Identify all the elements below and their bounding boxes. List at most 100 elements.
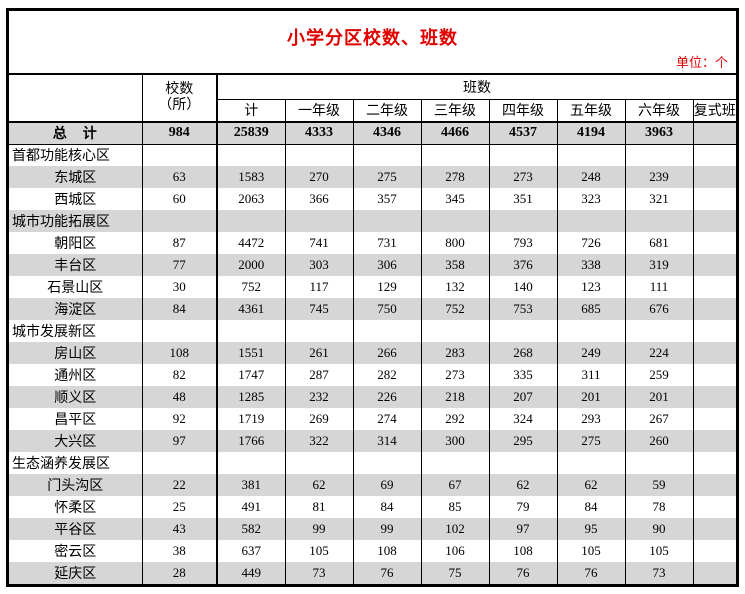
col-header-class-count-group: 班数	[216, 75, 736, 100]
table-row-district: 通州区 82 1747 287 282 273 335 311 259	[9, 364, 736, 386]
row-label-cell: 平谷区	[54, 523, 97, 538]
value-cell: 28	[141, 562, 218, 584]
value-cell: 48	[141, 386, 218, 408]
value-cell: 84	[556, 496, 625, 518]
value-cell: 2000	[238, 257, 265, 272]
value-cell: 259	[624, 364, 693, 386]
value-cell: 4472	[238, 235, 265, 250]
table-row-district: 朝阳区 87 4472 741 731 800 793 726 681	[9, 232, 736, 254]
value-cell	[488, 320, 557, 342]
value-cell: 338	[556, 254, 625, 276]
value-cell: 30	[141, 276, 218, 298]
row-label-cell: 房山区	[54, 347, 97, 362]
value-cell	[420, 320, 489, 342]
value-cell: 25	[141, 496, 218, 518]
row-label-cell: 西城区	[54, 193, 97, 208]
value-cell: 1285	[238, 389, 265, 404]
value-cell: 676	[624, 298, 693, 320]
value-cell: 267	[624, 408, 693, 430]
value-cell: 67	[420, 474, 489, 496]
col-header-grade-1: 一年级	[284, 99, 353, 123]
table-row-district: 东城区 63 1583 270 275 278 273 248 239	[9, 166, 736, 188]
value-cell: 275	[556, 430, 625, 452]
row-label-cell: 顺义区	[54, 391, 97, 406]
value-cell: 685	[556, 298, 625, 320]
col-header-grade-0: 计	[216, 99, 285, 123]
row-label-cell: 怀柔区	[54, 501, 97, 516]
value-cell	[692, 386, 736, 408]
table-row-group: 城市发展新区	[9, 320, 736, 342]
value-cell	[217, 452, 285, 474]
value-cell	[692, 188, 736, 210]
value-cell: 75	[420, 562, 489, 584]
row-label-cell: 石景山区	[47, 281, 104, 296]
value-cell: 4466	[420, 122, 489, 145]
value-cell: 731	[352, 232, 421, 254]
value-cell: 97	[141, 430, 218, 452]
value-cell: 1719	[238, 411, 265, 426]
value-cell: 95	[556, 518, 625, 540]
value-cell: 1583	[238, 169, 265, 184]
value-cell: 62	[488, 474, 557, 496]
value-cell: 105	[284, 540, 353, 562]
value-cell: 358	[420, 254, 489, 276]
value-cell: 79	[488, 496, 557, 518]
value-cell: 637	[241, 543, 262, 558]
value-cell: 273	[488, 166, 557, 188]
table-row-district: 昌平区 92 1719 269 274 292 324 293 267	[9, 408, 736, 430]
value-cell	[624, 210, 693, 232]
col-header-grade-3: 三年级	[420, 99, 489, 123]
corner-cell	[9, 75, 142, 123]
table-row-district: 海淀区 84 4361 745 750 752 753 685 676	[9, 298, 736, 320]
value-cell: 323	[556, 188, 625, 210]
value-cell: 269	[284, 408, 353, 430]
value-cell	[692, 452, 736, 474]
value-cell: 108	[141, 342, 218, 364]
value-cell: 232	[284, 386, 353, 408]
value-cell: 59	[624, 474, 693, 496]
value-cell: 78	[624, 496, 693, 518]
value-cell: 273	[420, 364, 489, 386]
value-cell: 73	[624, 562, 693, 584]
value-cell	[692, 276, 736, 298]
value-cell: 201	[624, 386, 693, 408]
page-title: 小学分区校数、班数	[287, 28, 458, 48]
value-cell	[141, 144, 218, 166]
value-cell	[692, 562, 736, 584]
value-cell: 129	[352, 276, 421, 298]
value-cell	[624, 144, 693, 166]
value-cell: 793	[488, 232, 557, 254]
value-cell: 25839	[217, 122, 285, 145]
value-cell: 295	[488, 430, 557, 452]
value-cell	[420, 452, 489, 474]
value-cell: 376	[488, 254, 557, 276]
value-cell: 3963	[624, 122, 693, 145]
value-cell: 218	[420, 386, 489, 408]
value-cell: 82	[141, 364, 218, 386]
row-label-cell: 通州区	[54, 369, 97, 384]
value-cell: 278	[420, 166, 489, 188]
value-cell: 140	[488, 276, 557, 298]
value-cell: 260	[624, 430, 693, 452]
value-cell: 108	[488, 540, 557, 562]
value-cell: 292	[420, 408, 489, 430]
value-cell: 84	[141, 298, 218, 320]
value-cell: 4361	[238, 301, 265, 316]
value-cell	[420, 144, 489, 166]
value-cell	[141, 452, 218, 474]
value-cell: 681	[624, 232, 693, 254]
value-cell	[217, 210, 285, 232]
value-cell	[352, 144, 421, 166]
value-cell	[217, 144, 285, 166]
value-cell: 282	[352, 364, 421, 386]
value-cell: 76	[352, 562, 421, 584]
value-cell: 283	[420, 342, 489, 364]
value-cell: 99	[352, 518, 421, 540]
value-cell	[488, 452, 557, 474]
value-cell	[692, 122, 736, 145]
value-cell: 726	[556, 232, 625, 254]
value-cell: 22	[141, 474, 218, 496]
value-cell	[352, 452, 421, 474]
value-cell: 1747	[238, 367, 265, 382]
value-cell: 102	[420, 518, 489, 540]
